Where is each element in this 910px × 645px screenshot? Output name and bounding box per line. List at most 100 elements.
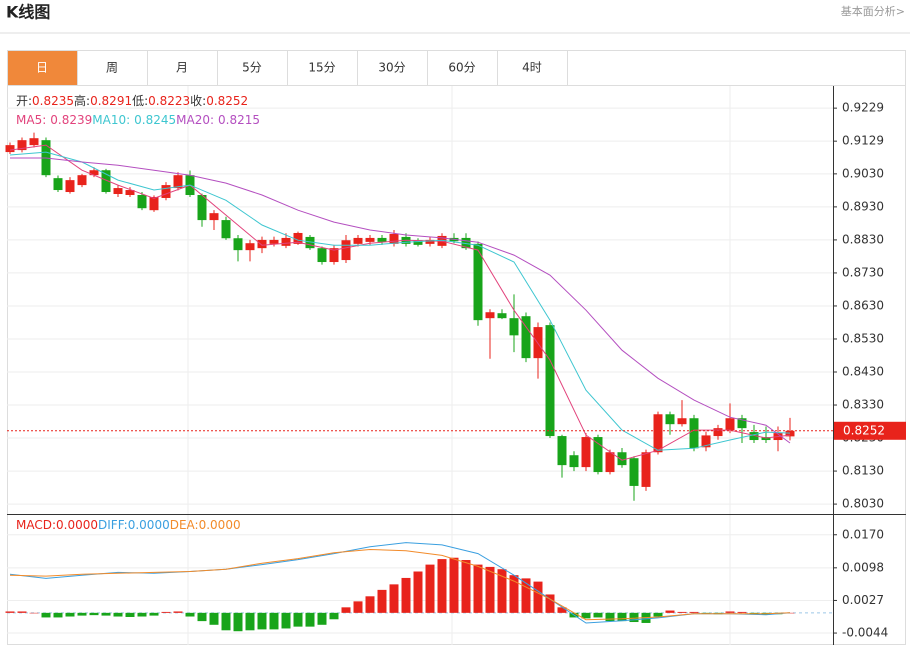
macd-bar — [113, 612, 123, 617]
candle-body — [509, 318, 519, 336]
candle-body — [101, 170, 111, 193]
candle-body — [701, 435, 711, 448]
y-tick-label: 0.8030 — [842, 497, 884, 511]
readout-row: MA5: 0.8239MA10: 0.8245MA20: 0.8215 — [16, 113, 260, 127]
macd-bar — [605, 612, 615, 622]
macd-bar — [257, 612, 267, 630]
candle-body — [581, 437, 591, 468]
candle-body — [485, 312, 495, 319]
y-tick-label: 0.0170 — [842, 527, 884, 541]
candle-body — [137, 194, 147, 209]
fundamental-link[interactable]: 基本面分析> — [841, 4, 905, 18]
tab[interactable] — [147, 50, 218, 86]
macd-bar — [461, 560, 471, 613]
macd-bar — [581, 612, 591, 619]
candle-body — [257, 239, 267, 249]
tab-label[interactable]: 月 — [176, 61, 188, 75]
candle-body — [605, 452, 615, 473]
candle-body — [665, 414, 675, 425]
readout-name: MA10: — [92, 113, 130, 127]
tab[interactable] — [217, 50, 288, 86]
macd-bar — [473, 564, 483, 613]
candle-body — [713, 428, 723, 437]
candle-body — [533, 327, 543, 359]
macd-bar — [557, 607, 567, 613]
readout-row: MACD:0.0000DIFF:0.0000DEA:0.0000 — [16, 518, 241, 532]
readout-name: 低: — [132, 94, 148, 108]
tab-label[interactable]: 15分 — [308, 61, 335, 75]
macd-bar — [281, 612, 291, 629]
tab-label[interactable]: 30分 — [378, 61, 405, 75]
tab-label[interactable]: 日 — [36, 61, 48, 75]
candle-body — [593, 437, 603, 473]
readout-name: MA20: — [176, 113, 214, 127]
tab-label[interactable]: 60分 — [448, 61, 475, 75]
readout-row: 开:0.8235高:0.8291低:0.8223收:0.8252 — [16, 93, 248, 108]
macd-bar — [137, 612, 147, 617]
y-tick-label: -0.0044 — [842, 626, 888, 640]
candle-body — [629, 458, 639, 486]
indicator-line — [9, 548, 791, 621]
macd-bar — [425, 564, 435, 613]
candle-body — [473, 243, 483, 321]
macd-bar — [521, 578, 531, 613]
candle-body — [521, 316, 531, 359]
macd-bar — [437, 559, 447, 613]
macd-bar — [353, 601, 363, 613]
tab[interactable] — [7, 50, 78, 86]
y-tick-label: 0.8730 — [842, 265, 884, 279]
macd-bar — [449, 557, 459, 613]
tab[interactable] — [357, 50, 428, 86]
tab[interactable] — [287, 50, 358, 86]
tab[interactable] — [497, 50, 568, 86]
macd-bar — [173, 611, 183, 613]
y-tick-label: 0.9030 — [842, 166, 884, 180]
macd-bar — [485, 566, 495, 613]
macd-bar — [233, 612, 243, 632]
candle-body — [677, 418, 687, 425]
readout-name: 开: — [16, 94, 32, 108]
candle-body — [557, 436, 567, 466]
candle-body — [65, 180, 75, 193]
macd-bar — [209, 612, 219, 625]
tab[interactable] — [77, 50, 148, 86]
readout-value: 0.8223 — [148, 94, 190, 108]
candle-body — [689, 418, 699, 449]
candle-body — [29, 138, 39, 146]
tab-label[interactable]: 5分 — [242, 61, 262, 75]
candle-body — [617, 452, 627, 466]
candle-body — [209, 213, 219, 221]
y-tick-label: 0.8630 — [842, 298, 884, 312]
tab-label[interactable]: 周 — [106, 61, 118, 75]
candle-body — [125, 190, 135, 195]
page-title: K线图 — [6, 3, 50, 22]
macd-bar — [125, 612, 135, 617]
macd-bar — [221, 612, 231, 631]
macd-bar — [509, 575, 519, 613]
macd-bar — [17, 611, 27, 613]
y-tick-label: 0.8830 — [842, 232, 884, 246]
macd-bar — [305, 612, 315, 627]
macd-bar — [617, 612, 627, 622]
readout-value: 0.8245 — [134, 113, 176, 127]
candle-body — [293, 232, 303, 244]
readout-value: 0.8215 — [218, 113, 260, 127]
macd-bar — [593, 612, 603, 618]
tab-label[interactable]: 4时 — [522, 61, 542, 75]
readout-value: 0.8239 — [50, 113, 92, 127]
macd-bar — [413, 571, 423, 613]
readout-value: 0.0000 — [199, 518, 241, 532]
y-tick-label: 0.9229 — [842, 101, 884, 115]
macd-bar — [401, 577, 411, 613]
macd-bar — [341, 607, 351, 613]
readout-name: DEA: — [170, 518, 199, 532]
readout-name: 收: — [190, 94, 206, 108]
candle-body — [113, 188, 123, 195]
macd-bar — [533, 581, 543, 613]
candle-body — [569, 455, 579, 468]
candle-body — [89, 170, 99, 176]
candle-body — [317, 248, 327, 263]
macd-bar — [149, 612, 159, 616]
macd-bar — [77, 612, 87, 616]
